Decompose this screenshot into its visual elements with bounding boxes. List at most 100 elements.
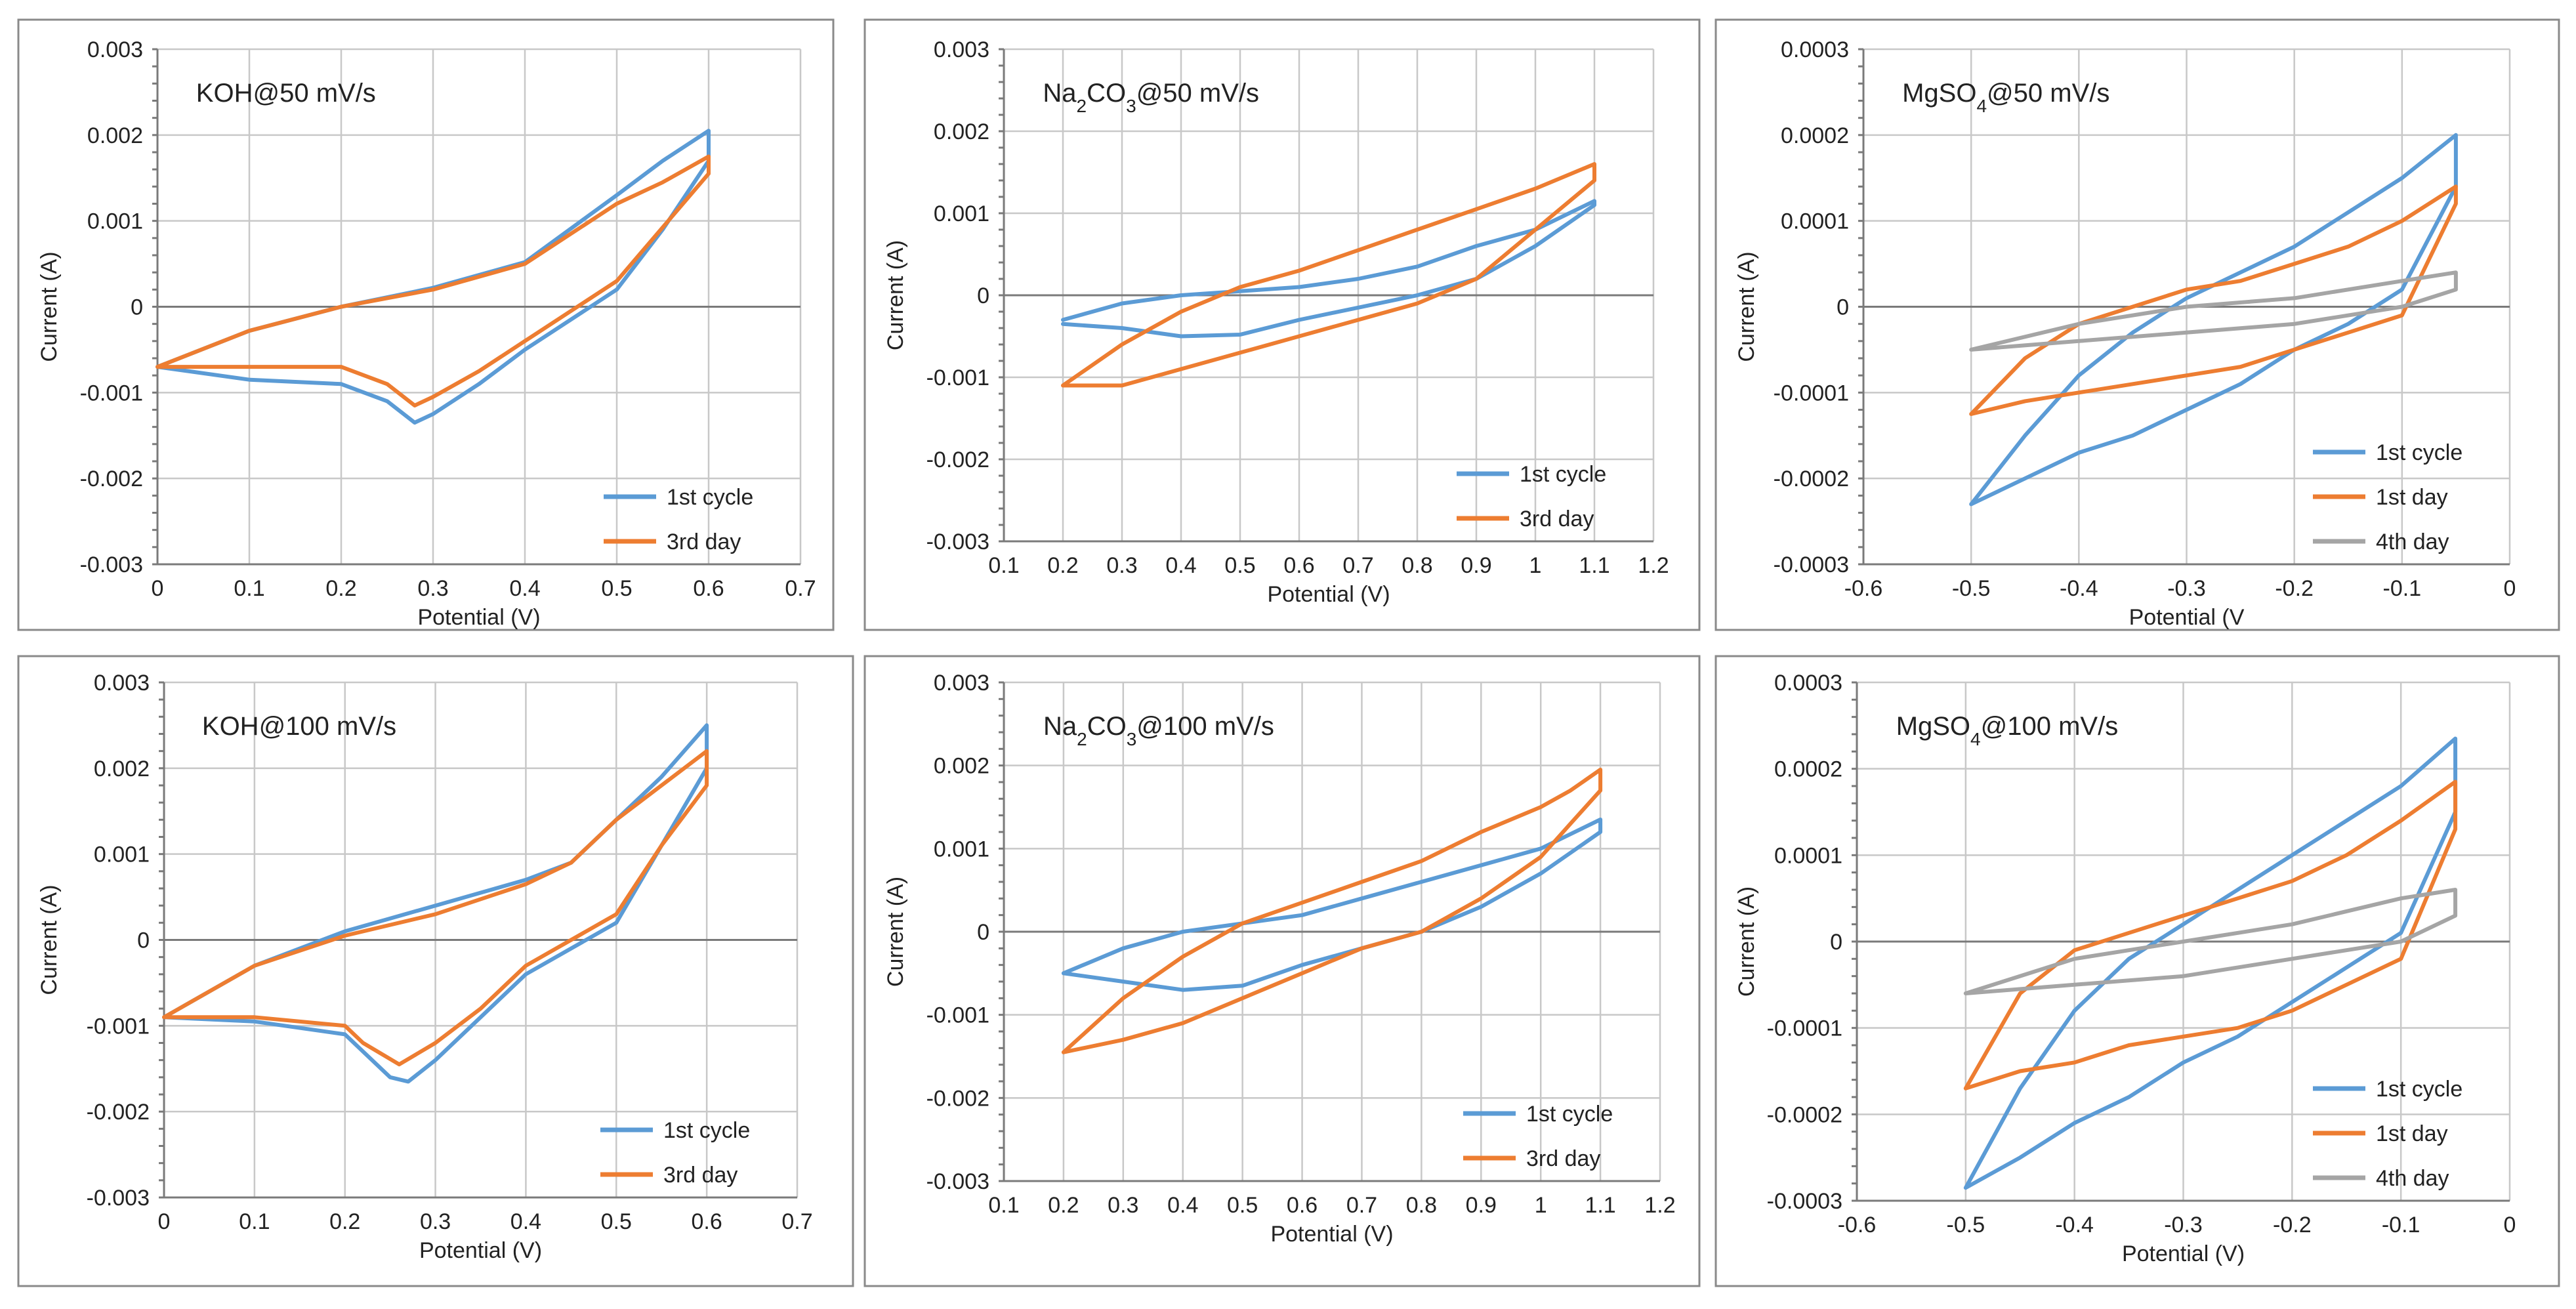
y-tick-label: 0 [1837, 295, 1849, 320]
y-tick-label: 0 [131, 295, 143, 320]
chart-panel-6: -0.6 -0.5 -0.4 -0.3 -0.2 -0.1 0 -0.0003 -0.0002 -… [1714, 655, 2560, 1287]
y-tick-label: 0.001 [87, 209, 143, 234]
y-tick-label: 0 [1830, 930, 1842, 955]
x-tick-label: 0.4 [1167, 1193, 1198, 1218]
chart-panel-3: -0.6 -0.5 -0.4 -0.3 -0.2 -0.1 0 -0.0003 -0.0002 -… [1714, 18, 2560, 631]
x-tick-label: 0 [2504, 576, 2516, 601]
chart-panel-2: 0.1 0.2 0.3 0.4 0.5 0.6 0.7 0.8 0.9 1 1.1 1.2 -0.003… [863, 18, 1701, 631]
y-tick-label: 0.002 [94, 757, 150, 781]
x-tick-label: 0.4 [509, 576, 540, 601]
x-tick-label: 0.4 [510, 1209, 541, 1234]
x-tick-label: 0.1 [988, 1193, 1019, 1218]
y-tick-label: -0.0003 [1774, 552, 1849, 577]
x-tick-label: 0.5 [601, 1209, 632, 1234]
x-tick-label: -0.1 [2383, 576, 2422, 601]
panel-frame [1714, 18, 2560, 631]
x-tick-label: 0.2 [1048, 1193, 1079, 1218]
series-line-1st-cycle [1963, 736, 2458, 1190]
y-tick-label: 0.0002 [1781, 123, 1849, 148]
x-tick-label: 0.2 [329, 1209, 360, 1234]
y-tick-label: -0.0002 [1774, 467, 1849, 491]
y-tick-label: 0.002 [934, 119, 989, 144]
x-tick-label: 0.4 [1165, 553, 1196, 578]
y-tick-label: 0 [977, 283, 989, 308]
y-tick-label: 0 [977, 920, 989, 945]
series-line-3rd-day [1061, 768, 1603, 1054]
series-line-1st-cycle [1061, 199, 1596, 339]
x-tick-label: 0 [152, 576, 164, 601]
y-tick-label: 0.001 [94, 842, 150, 867]
x-tick-label: 0.7 [1342, 553, 1373, 578]
x-tick-label: 0.7 [785, 576, 816, 601]
chart-panel-4: 0 0.1 0.2 0.3 0.4 0.5 0.6 0.7 -0.003 -0.002 -0.001… [17, 655, 854, 1287]
x-tick-label: 1 [1529, 553, 1542, 578]
y-tick-label: 0 [137, 928, 150, 953]
series-line-4th-day [1963, 888, 2458, 995]
x-tick-label: -0.4 [2060, 576, 2098, 601]
legend-label: 1st cycle [2376, 1077, 2462, 1102]
y-tick-label: -0.002 [87, 1100, 150, 1125]
x-tick-label: -0.5 [1947, 1213, 1985, 1237]
y-tick-label: -0.0003 [1767, 1189, 1842, 1214]
x-tick-label: 0 [2504, 1213, 2516, 1237]
y-tick-label: 0.001 [934, 837, 989, 862]
x-tick-label: 1.2 [1644, 1193, 1675, 1218]
x-tick-label: 1.2 [1638, 553, 1669, 578]
y-tick-label: -0.001 [87, 1014, 150, 1039]
series-line-3rd-day [162, 749, 709, 1067]
chart-title: KOH@100 mV/s [202, 712, 396, 741]
chart-panel-1: 0 0.1 0.2 0.3 0.4 0.5 0.6 0.7 -0.003 -0.002 -0.001… [17, 18, 835, 631]
legend-label: 1st day [2376, 1121, 2448, 1146]
x-tick-label: -0.1 [2382, 1213, 2420, 1237]
x-tick-label: 0.6 [1287, 1193, 1318, 1218]
chart-title: Na2CO3@100 mV/s [1043, 712, 1274, 749]
x-tick-label: 0.6 [1283, 553, 1314, 578]
x-tick-label: 0.6 [693, 576, 724, 601]
series-line-4th-day [1969, 270, 2458, 352]
series-line-3rd-day [1061, 162, 1596, 388]
y-axis-label: Current (A) [1734, 251, 1759, 362]
legend-label: 1st cycle [667, 485, 753, 510]
x-tick-label: -0.2 [2275, 576, 2314, 601]
chart-title: Na2CO3@50 mV/s [1043, 79, 1259, 116]
x-tick-label: 0.1 [239, 1209, 270, 1234]
x-tick-label: 0.5 [1224, 553, 1255, 578]
y-tick-label: 0.001 [934, 201, 989, 226]
legend-label: 3rd day [663, 1163, 737, 1188]
y-tick-label: 0.0002 [1774, 757, 1842, 782]
series-line-1st-day [1963, 779, 2458, 1091]
x-axis-label: Potential (V) [1267, 582, 1390, 607]
x-axis-label: Potential (V) [417, 605, 540, 630]
x-tick-label: 0.5 [1227, 1193, 1258, 1218]
y-tick-label: -0.001 [926, 365, 989, 390]
x-tick-label: 0 [158, 1209, 171, 1234]
x-tick-label: 0.6 [692, 1209, 722, 1234]
y-tick-label: -0.003 [926, 530, 989, 554]
legend-label: 1st cycle [1526, 1102, 1613, 1127]
x-tick-label: 1 [1535, 1193, 1547, 1218]
y-tick-label: -0.0002 [1767, 1102, 1842, 1127]
y-tick-label: 0.0001 [1781, 209, 1849, 234]
y-tick-label: 0.0003 [1781, 37, 1849, 62]
x-axis-label: Potential (V) [419, 1238, 542, 1263]
x-tick-label: -0.6 [1838, 1213, 1877, 1237]
y-axis-label: Current (A) [883, 240, 908, 350]
x-tick-label: 0.3 [420, 1209, 451, 1234]
y-tick-label: -0.002 [80, 467, 143, 491]
chart-title: MgSO4@100 mV/s [1896, 712, 2119, 749]
legend-label: 1st cycle [663, 1118, 750, 1143]
y-tick-label: 0.003 [934, 671, 989, 696]
x-tick-label: 0.3 [1108, 1193, 1138, 1218]
y-axis-label: Current (A) [37, 251, 62, 362]
y-tick-label: 0.003 [934, 37, 989, 62]
x-tick-label: 0.5 [601, 576, 632, 601]
series-line-1st-cycle [162, 723, 709, 1084]
series-line-1st-day [1969, 184, 2458, 416]
x-tick-label: 0.9 [1466, 1193, 1497, 1218]
y-tick-label: 0.003 [94, 671, 150, 696]
series-line-1st-cycle [1969, 133, 2458, 507]
x-tick-label: 0.2 [1047, 553, 1078, 578]
y-tick-label: -0.001 [926, 1003, 989, 1028]
x-tick-label: -0.5 [1952, 576, 1991, 601]
legend-label: 4th day [2376, 530, 2449, 554]
